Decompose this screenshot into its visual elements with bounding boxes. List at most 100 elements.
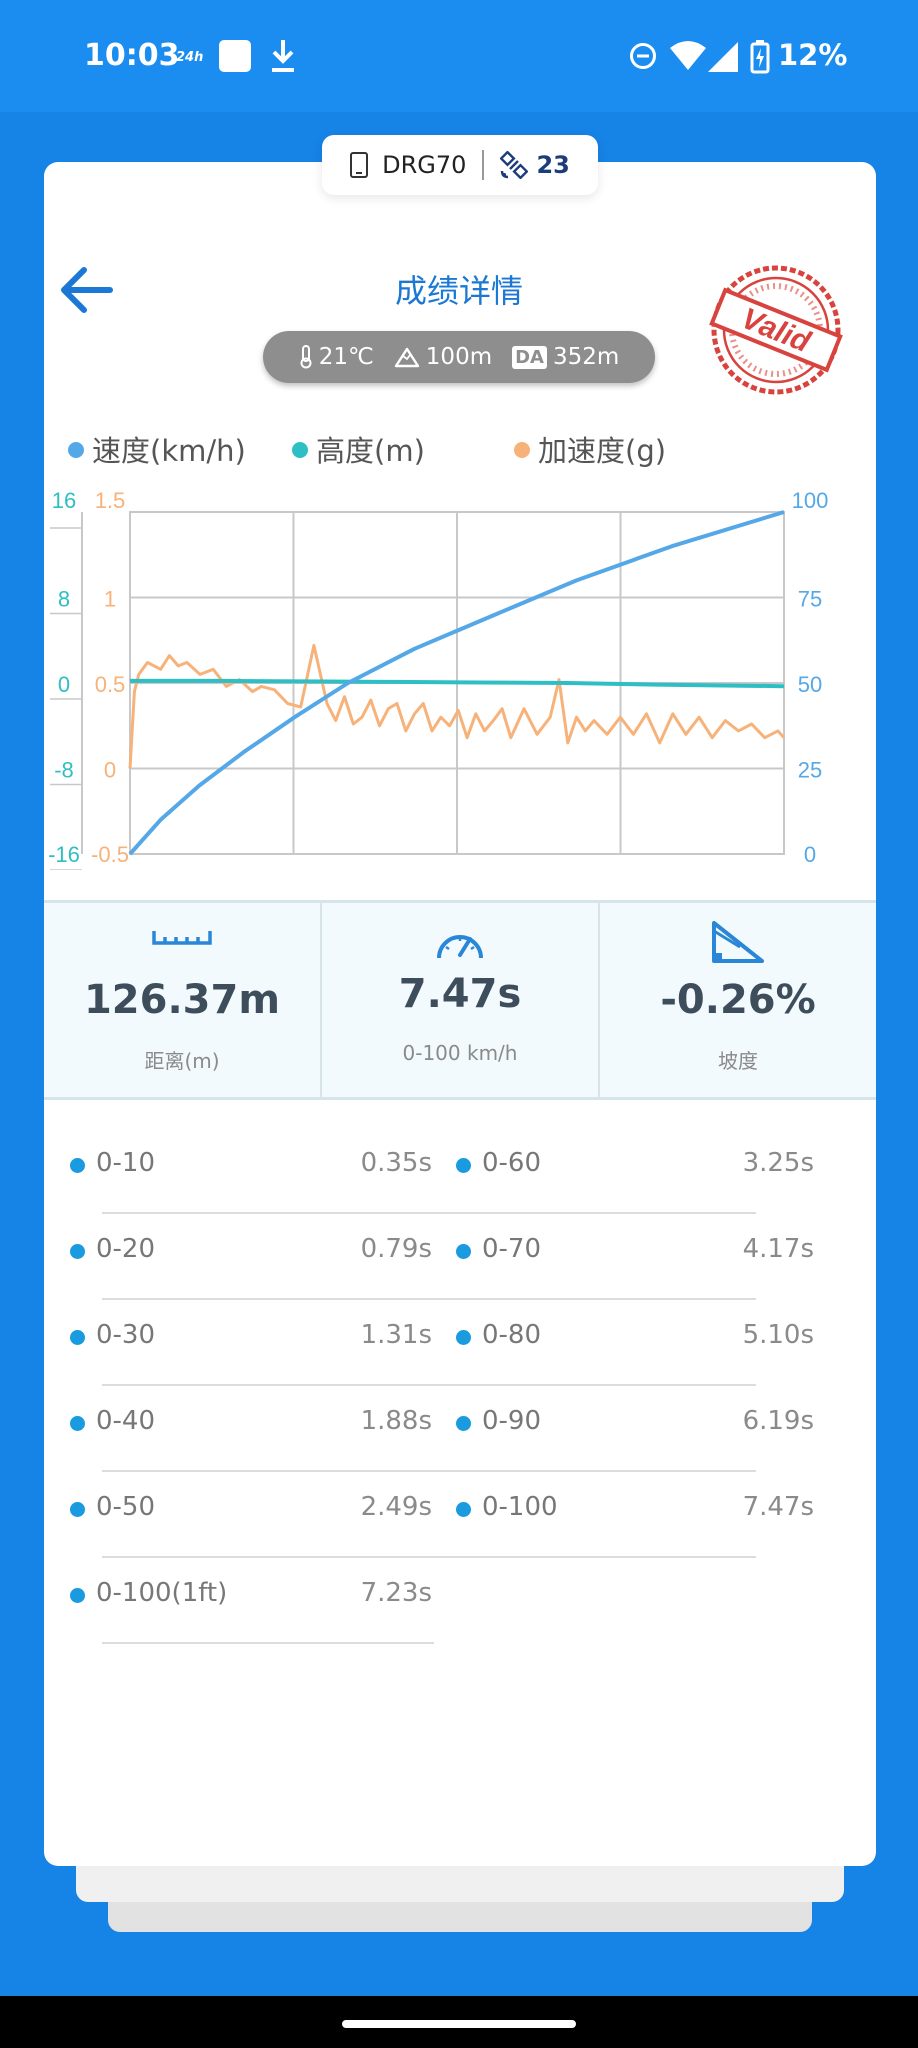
thermometer-icon (300, 345, 312, 369)
split-divider (106, 1298, 756, 1300)
split-time: 1.88s (360, 1406, 432, 1436)
split-divider (106, 1212, 756, 1214)
stat-distance: 126.37m 距离(m) (44, 903, 320, 1097)
acceleration-tick-label: 1.5 (95, 488, 126, 513)
split-time: 1.31s (360, 1320, 432, 1350)
split-dot (70, 1158, 85, 1173)
acceleration-tick-label: 0 (104, 758, 116, 783)
acceleration-tick-label: 1 (104, 587, 116, 612)
speed-tick-label: 50 (798, 672, 822, 697)
split-time: 0.35s (360, 1148, 432, 1178)
slope-icon (712, 921, 764, 963)
performance-chart[interactable]: 16 1.5 100 8 1 75 0 0.5 50 -8 0 25 -16 -0.5 0 (44, 480, 876, 870)
split-time: 3.25s (742, 1148, 814, 1178)
page-title: 成绩详情 (394, 272, 523, 310)
download-icon (272, 40, 294, 72)
split-range: 0-90 (482, 1406, 542, 1436)
split-time: 5.10s (742, 1320, 814, 1350)
cell-signal-icon (708, 42, 738, 72)
satellite-count: 23 (536, 151, 570, 179)
altitude-item: 100m (394, 344, 492, 370)
status-time: 10:03 (84, 38, 180, 73)
acceleration-line (128, 643, 786, 769)
split-row[interactable]: 0-60 3.25s (106, 1128, 814, 1214)
split-dot (456, 1330, 471, 1345)
speedometer-icon (437, 935, 483, 959)
ruler-icon (152, 931, 212, 945)
split-time: 7.23s (360, 1578, 432, 1608)
altitude-tick-label: 16 (52, 488, 76, 513)
altitude-tick-label: 8 (58, 587, 70, 612)
stat-distance-label: 距离(m) (144, 1049, 220, 1073)
speed-tick-label: 25 (798, 758, 822, 783)
split-dot (70, 1588, 85, 1603)
split-row[interactable]: 0-80 5.10s (106, 1300, 814, 1386)
battery-icon (750, 40, 770, 74)
split-dot (70, 1416, 85, 1431)
pill-divider (482, 150, 485, 180)
split-dot (456, 1502, 471, 1517)
split-range: 0-30 (96, 1320, 156, 1350)
split-time: 7.47s (742, 1492, 814, 1522)
legend-acceleration-dot (514, 442, 530, 458)
home-gesture-handle[interactable] (342, 2020, 576, 2028)
split-time: 4.17s (742, 1234, 814, 1264)
split-row[interactable]: 0-40 1.88s (70, 1386, 434, 1472)
legend-altitude-dot (292, 442, 308, 458)
split-row[interactable]: 0-90 6.19s (106, 1386, 814, 1472)
device-name: DRG70 (382, 151, 467, 179)
split-range: 0-40 (96, 1406, 156, 1436)
altitude-value: 100m (425, 344, 493, 370)
split-range: 0-100(1ft) (96, 1578, 228, 1608)
altitude-tick-label: -8 (54, 758, 74, 783)
stat-distance-value: 126.37m (83, 977, 281, 1023)
split-range: 0-80 (482, 1320, 542, 1350)
stat-slope: -0.26% 坡度 (598, 903, 876, 1097)
split-range: 0-20 (96, 1234, 156, 1264)
legend-altitude[interactable]: 高度(m) (292, 428, 425, 468)
split-row[interactable]: 0-30 1.31s (70, 1300, 434, 1386)
split-row[interactable]: 0-100 7.47s (106, 1472, 814, 1558)
speed-tick-label: 75 (798, 587, 822, 612)
satellite-icon (500, 151, 529, 179)
density-altitude-icon: DA (512, 345, 547, 369)
split-dot (456, 1416, 471, 1431)
legend-speed-dot (68, 442, 84, 458)
split-dot (70, 1330, 85, 1345)
speed-tick-label: 100 (792, 488, 829, 513)
legend-acceleration[interactable]: 加速度(g) (514, 428, 666, 468)
temperature-value: 21℃ (318, 344, 374, 370)
stat-slope-label: 坡度 (718, 1049, 758, 1073)
split-divider (106, 1384, 756, 1386)
speed-line (128, 510, 785, 856)
stats-panel: 126.37m 距离(m) 7.47s 0-100 km/h -0.26% 坡度 (44, 900, 876, 1100)
temperature-item: 21℃ (299, 344, 374, 370)
wifi-icon (670, 41, 706, 70)
split-time: 6.19s (742, 1406, 814, 1436)
legend-acceleration-label: 加速度(g) (538, 434, 667, 468)
split-divider (102, 1642, 434, 1644)
stat-zero-to-100-value: 7.47s (398, 971, 522, 1017)
split-dot (70, 1502, 85, 1517)
acceleration-tick-label: 0.5 (95, 672, 126, 697)
clock-format-label: 24h (176, 50, 204, 65)
app-notification-icon (219, 40, 251, 72)
battery-percent: 12% (778, 38, 848, 72)
split-row[interactable]: 0-100(1ft) 7.23s (70, 1558, 434, 1644)
stat-zero-to-100: 7.47s 0-100 km/h (320, 903, 598, 1097)
split-time: 2.49s (360, 1492, 432, 1522)
valid-stamp: Valid (709, 265, 843, 395)
split-row[interactable]: 0-50 2.49s (70, 1472, 434, 1558)
split-dot (456, 1158, 471, 1173)
legend-speed-label: 速度(km/h) (92, 434, 246, 468)
do-not-disturb-icon (630, 43, 656, 69)
back-arrow-icon[interactable] (56, 262, 116, 318)
device-status-pill[interactable]: DRG70 23 (322, 135, 598, 195)
split-row[interactable]: 0-70 4.17s (106, 1214, 814, 1300)
density-altitude-item: DA 352m (512, 344, 619, 370)
split-row[interactable]: 0-20 0.79s (70, 1214, 434, 1300)
split-range: 0-70 (482, 1234, 542, 1264)
stat-zero-to-100-label: 0-100 km/h (402, 1041, 518, 1065)
split-row[interactable]: 0-10 0.35s (70, 1128, 434, 1214)
legend-speed[interactable]: 速度(km/h) (68, 428, 246, 468)
